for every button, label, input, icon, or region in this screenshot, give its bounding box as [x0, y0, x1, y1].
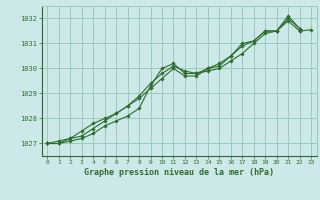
X-axis label: Graphe pression niveau de la mer (hPa): Graphe pression niveau de la mer (hPa) [84, 168, 274, 177]
